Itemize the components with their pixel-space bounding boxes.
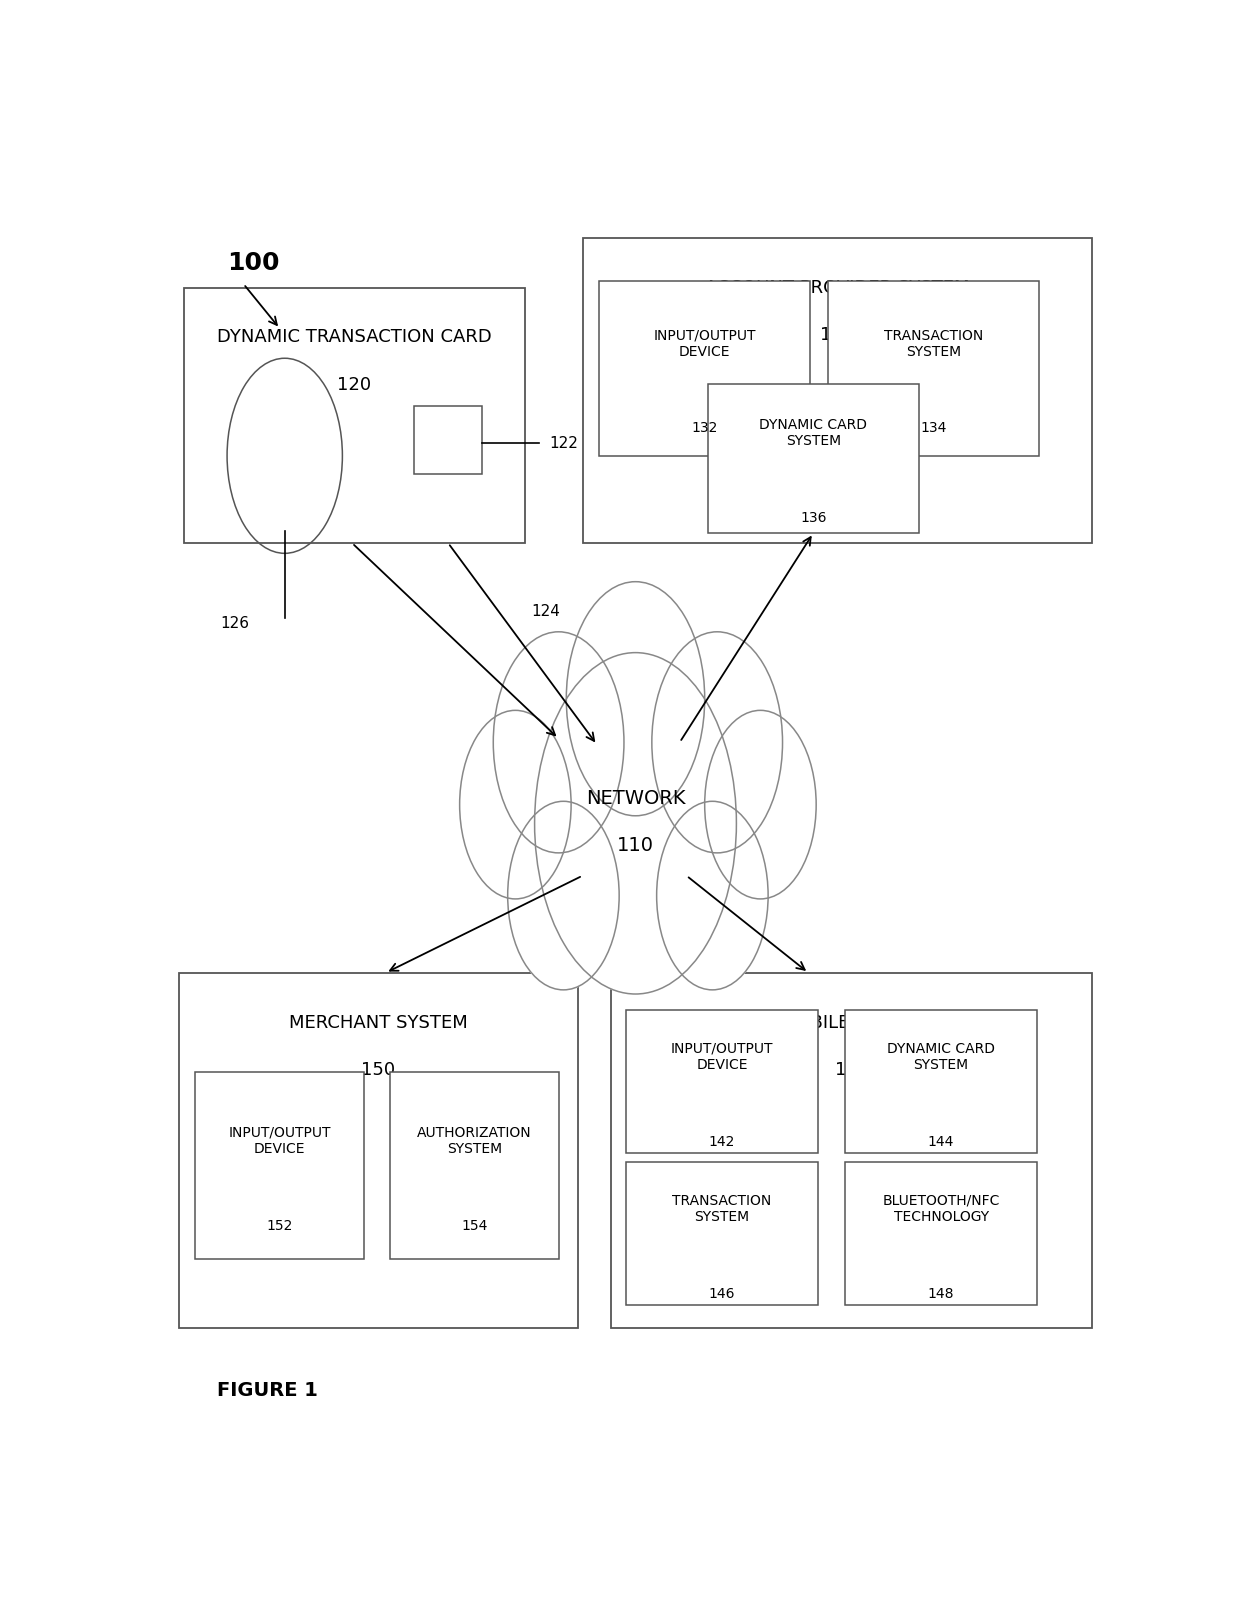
Text: 152: 152 (267, 1218, 293, 1233)
Ellipse shape (507, 801, 619, 990)
Text: 154: 154 (461, 1218, 487, 1233)
Text: 136: 136 (800, 511, 827, 526)
Bar (844, 1010, 1037, 1154)
Bar (184, 288, 525, 544)
Bar (583, 238, 1092, 544)
Ellipse shape (567, 582, 704, 815)
Text: INPUT/OUTPUT
DEVICE: INPUT/OUTPUT DEVICE (671, 1042, 774, 1073)
Bar (414, 406, 481, 474)
Text: 134: 134 (920, 421, 946, 435)
Bar (611, 972, 1092, 1328)
Text: 126: 126 (221, 616, 249, 631)
Text: 100: 100 (227, 251, 279, 275)
Bar (179, 972, 578, 1328)
Ellipse shape (534, 652, 737, 993)
Text: INPUT/OUTPUT
DEVICE: INPUT/OUTPUT DEVICE (653, 328, 756, 359)
Bar (391, 1073, 558, 1259)
Text: 132: 132 (692, 421, 718, 435)
Text: DYNAMIC TRANSACTION CARD: DYNAMIC TRANSACTION CARD (217, 328, 492, 346)
Text: 146: 146 (709, 1286, 735, 1301)
Text: INPUT/OUTPUT
DEVICE: INPUT/OUTPUT DEVICE (228, 1126, 331, 1157)
Text: MERCHANT SYSTEM: MERCHANT SYSTEM (289, 1013, 467, 1032)
Text: FIGURE 1: FIGURE 1 (217, 1380, 319, 1400)
Ellipse shape (460, 710, 572, 900)
Ellipse shape (652, 631, 782, 853)
Text: 148: 148 (928, 1286, 955, 1301)
Text: 120: 120 (337, 375, 372, 393)
Text: 124: 124 (532, 604, 560, 620)
Text: 144: 144 (928, 1134, 955, 1149)
Bar (708, 383, 919, 532)
Text: DYNAMIC CARD
SYSTEM: DYNAMIC CARD SYSTEM (759, 419, 867, 448)
Text: 122: 122 (549, 435, 578, 451)
Text: 130: 130 (820, 325, 854, 345)
Text: NETWORK: NETWORK (585, 790, 686, 807)
Text: 142: 142 (709, 1134, 735, 1149)
Bar (844, 1162, 1037, 1306)
Bar (626, 1162, 818, 1306)
Ellipse shape (494, 631, 624, 853)
Text: MOBILE DEVICE: MOBILE DEVICE (781, 1013, 923, 1032)
Ellipse shape (704, 710, 816, 900)
Text: TRANSACTION
SYSTEM: TRANSACTION SYSTEM (884, 328, 983, 359)
Ellipse shape (657, 801, 768, 990)
Text: BLUETOOTH/NFC
TECHNOLOGY: BLUETOOTH/NFC TECHNOLOGY (883, 1194, 999, 1223)
Text: 140: 140 (835, 1061, 869, 1079)
Text: DYNAMIC CARD
SYSTEM: DYNAMIC CARD SYSTEM (887, 1042, 994, 1073)
Text: ACCOUNT PROVIDER SYSTEM: ACCOUNT PROVIDER SYSTEM (706, 278, 970, 296)
Bar (599, 282, 811, 456)
Text: 110: 110 (618, 837, 653, 856)
Bar (196, 1073, 363, 1259)
Text: 150: 150 (361, 1061, 396, 1079)
Bar (828, 282, 1039, 456)
Text: TRANSACTION
SYSTEM: TRANSACTION SYSTEM (672, 1194, 771, 1223)
Bar (626, 1010, 818, 1154)
Text: AUTHORIZATION
SYSTEM: AUTHORIZATION SYSTEM (417, 1126, 532, 1157)
